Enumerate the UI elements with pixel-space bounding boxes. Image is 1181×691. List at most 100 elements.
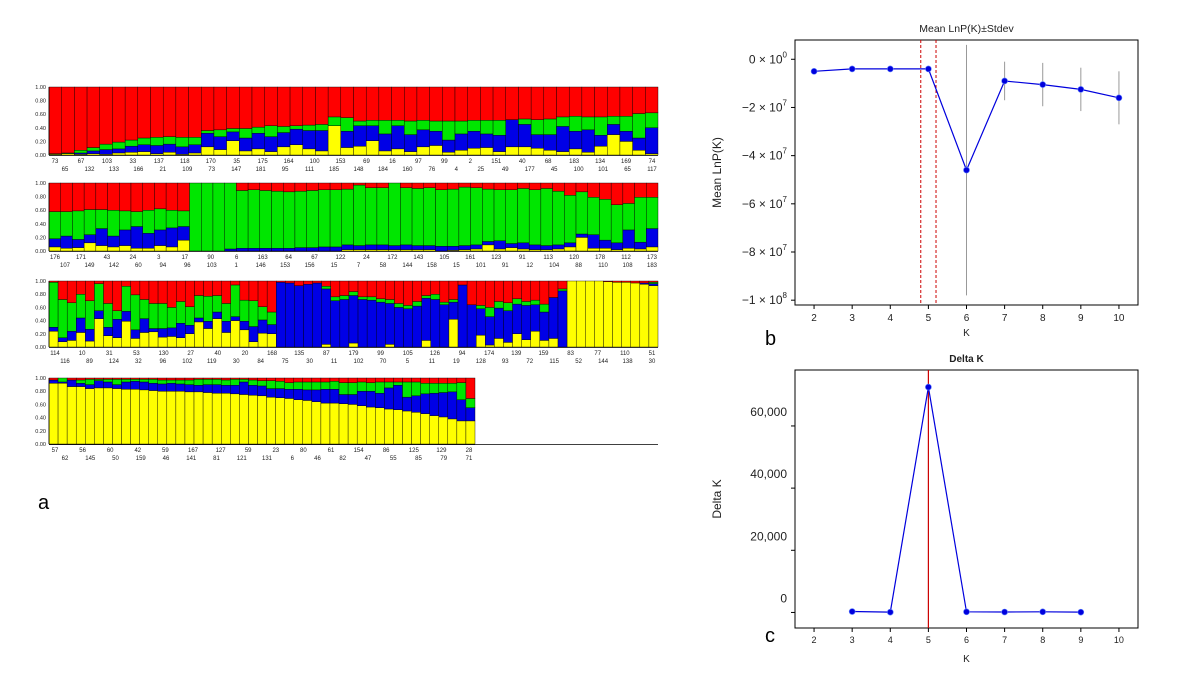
bar-r3-67-yellow [648, 285, 659, 348]
bar-r3-24-red [257, 280, 268, 307]
row-y-tick-label: 0.80 [35, 195, 46, 201]
bar-r3-38-blue [385, 303, 395, 345]
sample-label: 156 [305, 263, 316, 269]
bar-r2-30-blue [388, 245, 401, 250]
bar-r4-41-yellow [411, 412, 421, 445]
bar-r2-12-blue [177, 226, 190, 241]
bar-r4-23-yellow [248, 394, 258, 445]
sample-label: 169 [621, 159, 632, 165]
bar-r3-34-green [348, 291, 359, 296]
bar-r1-37-yellow [505, 146, 519, 156]
sample-label: 96 [184, 263, 191, 269]
bar-r4-8-green [112, 379, 122, 385]
bar-r1-29-yellow [404, 151, 418, 156]
bar-r3-38-green [385, 299, 395, 304]
delta-x-tick-label: 4 [888, 635, 893, 645]
bar-r3-9-yellow [121, 321, 132, 348]
bar-r1-14-red [213, 86, 227, 131]
bar-r1-4-green [86, 147, 100, 152]
bar-r2-40-green [505, 189, 518, 244]
bar-r3-4-red [76, 280, 86, 295]
bar-r1-32-red [442, 86, 456, 122]
bar-r3-38-red [385, 280, 395, 300]
sample-label: 2 [469, 159, 473, 165]
bar-r4-44-yellow [438, 416, 448, 445]
bar-r3-39-red [394, 280, 404, 304]
bar-r1-26-red [365, 86, 380, 121]
bar-r2-38-red [482, 182, 495, 190]
sample-label: 69 [363, 159, 370, 165]
bar-r4-32-yellow [329, 402, 340, 445]
bar-r1-22-yellow [315, 150, 329, 156]
bar-r4-13-red [157, 377, 168, 381]
bar-r1-17-green [251, 126, 265, 134]
bar-r3-17-red [194, 280, 204, 296]
bar-r1-46-green [619, 116, 633, 132]
bar-r4-13-green [157, 379, 168, 385]
bar-r3-34-blue [348, 295, 359, 344]
sample-label: 144 [598, 359, 609, 365]
sample-label: 142 [109, 263, 120, 269]
sample-label: 111 [305, 167, 315, 173]
sample-label: 178 [595, 255, 606, 261]
bar-r1-33-green [454, 120, 468, 135]
lnp-y-tick-exponent: 8 [783, 291, 788, 300]
bar-r1-32-green [442, 120, 456, 141]
lnp-y-tick-exponent: 0 [783, 50, 788, 59]
bar-r2-8-yellow [130, 248, 143, 252]
bar-r4-11-red [139, 377, 149, 380]
sample-label: 97 [415, 159, 422, 165]
bar-r2-10-blue [154, 229, 167, 246]
bar-r2-39-blue [493, 240, 506, 250]
bar-r4-19-yellow [211, 392, 222, 445]
sample-label: 23 [272, 448, 279, 454]
row-y-tick-label: 1.00 [35, 181, 46, 187]
sample-label: 100 [574, 167, 585, 173]
sample-label: 45 [551, 167, 558, 173]
bar-r3-58-yellow [566, 280, 577, 348]
bar-r4-35-red [356, 377, 367, 383]
bar-r4-43-blue [429, 392, 439, 416]
bar-r3-3-red [66, 280, 77, 303]
sample-label: 68 [545, 159, 552, 165]
bar-r3-1-green [48, 282, 59, 328]
bar-r3-30-blue [312, 282, 322, 348]
delta-y-tick-label: 60,000 [750, 405, 787, 419]
bar-r3-56-red [548, 280, 559, 298]
bar-r3-1-red [48, 280, 59, 283]
bar-r1-44-yellow [594, 145, 608, 156]
sample-label: 70 [380, 359, 387, 365]
bar-r2-29-green [376, 187, 389, 246]
bar-r2-52-yellow [646, 246, 659, 252]
bar-r3-8-green [112, 310, 122, 320]
sample-label: 117 [647, 167, 657, 173]
bar-r2-44-green [552, 190, 565, 246]
bar-r1-12-yellow [188, 152, 202, 156]
sample-label: 55 [390, 456, 397, 462]
bar-r4-17-red [193, 377, 204, 380]
bar-r2-32-red [411, 182, 424, 189]
row-y-tick-label: 1.00 [35, 279, 46, 285]
bar-r2-47-yellow [587, 248, 600, 252]
bar-r4-8-red [112, 377, 122, 380]
bar-r3-22-yellow [239, 329, 250, 348]
sample-label: 133 [109, 167, 120, 173]
sample-label: 127 [216, 448, 227, 454]
bar-r1-13-red [201, 86, 215, 131]
bar-r3-63-yellow [612, 282, 622, 348]
sample-label: 52 [575, 359, 582, 365]
bar-r2-34-blue [435, 246, 448, 252]
bar-r4-27-blue [284, 389, 294, 399]
bar-r4-9-red [121, 377, 131, 380]
bar-r4-22-green [239, 379, 249, 383]
delta-k-plot: Delta K K Delta K 2 3 4 5 6 7 8 9 10 0 20,000 40,000 60… [710, 354, 1139, 665]
bar-r3-5-green [85, 300, 95, 330]
sample-label: 17 [181, 255, 188, 261]
row-y-tick-label: 0.80 [35, 292, 46, 298]
bar-r3-55-red [539, 280, 550, 305]
bar-r4-21-green [230, 379, 240, 386]
bar-r1-27-green [378, 120, 392, 135]
bar-r3-52-red [512, 280, 522, 300]
bar-r3-49-blue [485, 316, 495, 346]
